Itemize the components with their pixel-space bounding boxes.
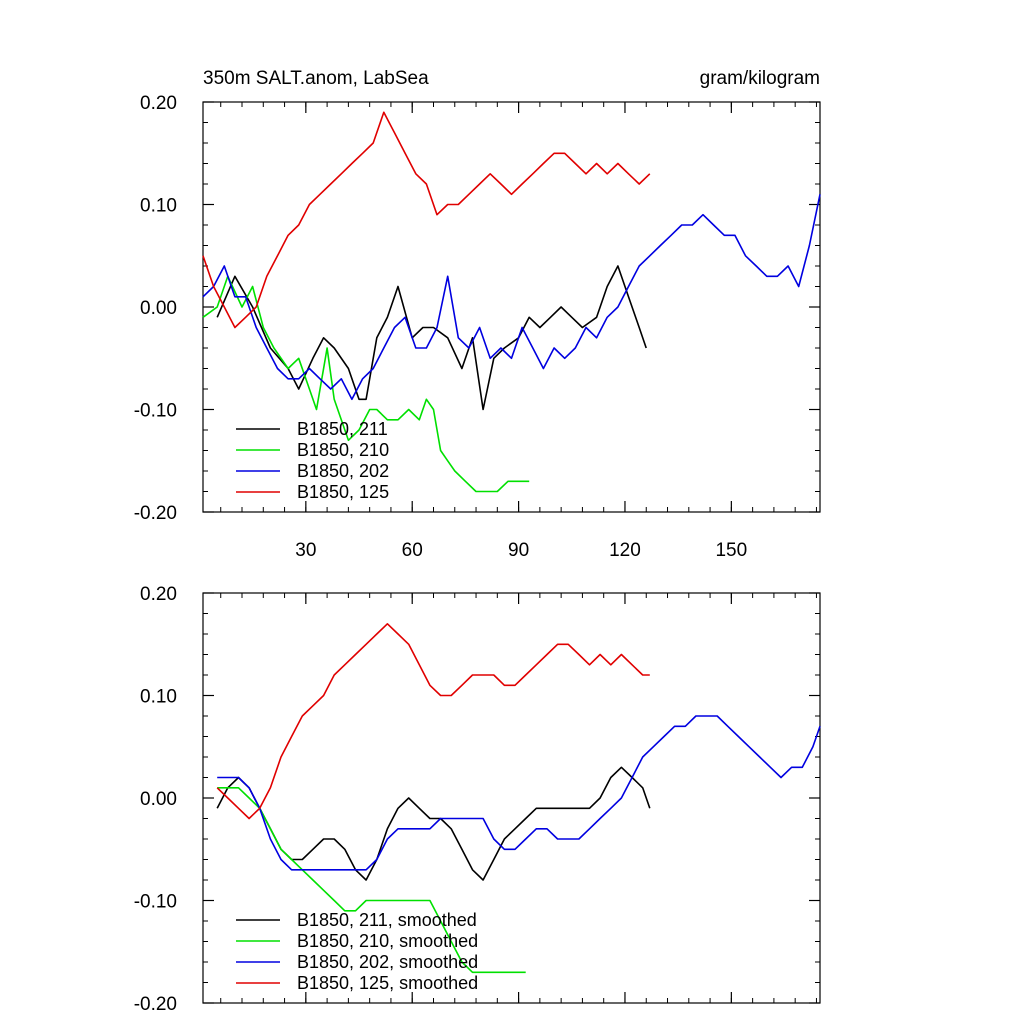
- series-line-0: [216, 766, 651, 881]
- y-tick-label: 0.00: [140, 298, 177, 319]
- y-tick-label: 0.20: [140, 584, 177, 605]
- y-tick-label: -0.20: [134, 994, 177, 1015]
- series-line-3: [202, 111, 651, 329]
- legend-label: B1850, 202, smoothed: [297, 952, 478, 972]
- y-tick-label: -0.20: [134, 503, 177, 524]
- top-panel: -0.20 -0.10 0.00 0.10 0.20 30 60 90 120 150 B1850,…: [134, 93, 821, 561]
- x-tick-label: 150: [715, 540, 747, 561]
- y-tick-label: -0.10: [134, 401, 177, 422]
- series-line-2: [217, 715, 821, 871]
- x-tick-label: 30: [295, 540, 316, 561]
- legend-label: B1850, 125: [297, 482, 389, 502]
- legend-label: B1850, 210, smoothed: [297, 931, 478, 951]
- plot-frame: [202, 592, 821, 1004]
- series-line-1: [217, 787, 526, 974]
- legend-label: B1850, 211, smoothed: [297, 910, 477, 930]
- y-tick-label: -0.10: [134, 892, 177, 913]
- legend-label: B1850, 210: [297, 440, 389, 460]
- figure-left-title: 350m SALT.anom, LabSea: [203, 68, 429, 89]
- series-line-2: [202, 194, 821, 401]
- y-tick-label: 0.10: [140, 196, 177, 217]
- y-tick-label: 0.10: [140, 687, 177, 708]
- series-line-3: [216, 623, 650, 820]
- x-tick-label: 120: [609, 540, 641, 561]
- y-tick-label: 0.00: [140, 789, 177, 810]
- series-line-0: [216, 265, 647, 411]
- bottom-panel: -0.20 -0.10 0.00 0.10 0.20 B1850, 211, smooth…: [134, 584, 821, 1015]
- y-tick-label: 0.20: [140, 93, 177, 114]
- x-tick-label: 90: [508, 540, 529, 561]
- figure-unit-label: gram/kilogram: [700, 68, 820, 89]
- legend-label: B1850, 211: [297, 419, 388, 439]
- x-tick-label: 60: [402, 540, 423, 561]
- legend-label: B1850, 125, smoothed: [297, 973, 478, 993]
- plot-frame: [202, 101, 821, 513]
- legend-label: B1850, 202: [297, 461, 389, 481]
- series-line-1: [202, 275, 530, 493]
